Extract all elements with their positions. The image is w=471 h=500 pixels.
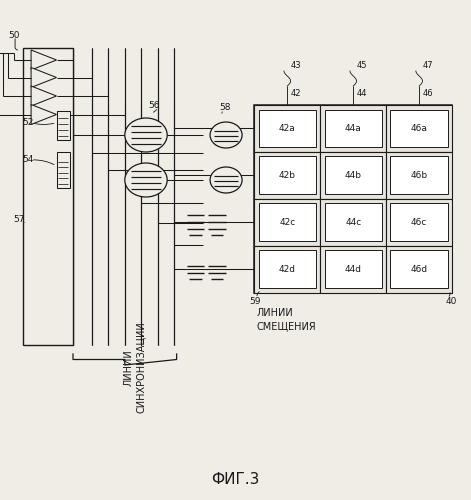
Bar <box>386 105 452 152</box>
Bar <box>259 110 316 148</box>
Text: 42a: 42a <box>279 124 296 133</box>
Ellipse shape <box>210 122 242 148</box>
Bar <box>386 152 452 198</box>
Text: 54: 54 <box>23 156 34 164</box>
Bar <box>57 152 70 188</box>
Polygon shape <box>31 50 57 70</box>
Text: 52: 52 <box>23 118 34 127</box>
Polygon shape <box>31 104 57 124</box>
Bar <box>320 246 386 292</box>
Text: 46c: 46c <box>411 218 427 226</box>
Bar <box>254 105 320 152</box>
Ellipse shape <box>210 167 242 193</box>
Text: 46: 46 <box>423 90 434 98</box>
Bar <box>325 250 382 288</box>
Bar <box>254 198 320 246</box>
Text: 58: 58 <box>219 102 230 112</box>
Text: 44b: 44b <box>345 171 362 180</box>
Bar <box>325 110 382 148</box>
Bar <box>57 111 70 140</box>
Bar <box>259 203 316 241</box>
Text: 59: 59 <box>250 297 261 306</box>
Text: ЛИНИИ
СМЕЩЕНИЯ: ЛИНИИ СМЕЩЕНИЯ <box>257 308 317 331</box>
Bar <box>254 152 320 198</box>
Bar <box>386 198 452 246</box>
Ellipse shape <box>125 118 167 152</box>
Text: 44c: 44c <box>345 218 361 226</box>
Bar <box>320 152 386 198</box>
Text: 56: 56 <box>148 101 160 110</box>
Text: 42b: 42b <box>279 171 296 180</box>
Bar <box>325 203 382 241</box>
Text: 44: 44 <box>357 90 367 98</box>
Bar <box>259 156 316 194</box>
Text: 57: 57 <box>13 216 24 224</box>
Bar <box>386 246 452 292</box>
Polygon shape <box>31 86 57 106</box>
Text: 45: 45 <box>357 62 367 70</box>
Text: 46b: 46b <box>411 171 428 180</box>
Text: ЛИНИИ
СИНХРОНИЗАЦИИ: ЛИНИИ СИНХРОНИЗАЦИИ <box>124 322 146 414</box>
Polygon shape <box>31 68 57 87</box>
Text: 42d: 42d <box>279 264 296 274</box>
Ellipse shape <box>125 163 167 197</box>
Bar <box>390 110 448 148</box>
Text: 44a: 44a <box>345 124 362 133</box>
Bar <box>390 156 448 194</box>
Bar <box>254 246 320 292</box>
Text: 46a: 46a <box>411 124 428 133</box>
Text: 47: 47 <box>423 62 434 70</box>
Text: 40: 40 <box>445 297 456 306</box>
Bar <box>390 250 448 288</box>
Bar <box>320 198 386 246</box>
Text: 46d: 46d <box>411 264 428 274</box>
Text: 43: 43 <box>291 62 302 70</box>
Text: 42: 42 <box>291 90 301 98</box>
Bar <box>390 203 448 241</box>
Text: 44d: 44d <box>345 264 362 274</box>
Bar <box>325 156 382 194</box>
Text: 42c: 42c <box>279 218 295 226</box>
Text: ФИГ.3: ФИГ.3 <box>211 472 260 488</box>
Bar <box>254 105 452 292</box>
Bar <box>320 105 386 152</box>
Text: 50: 50 <box>8 32 20 40</box>
Bar <box>23 48 73 345</box>
Bar <box>259 250 316 288</box>
